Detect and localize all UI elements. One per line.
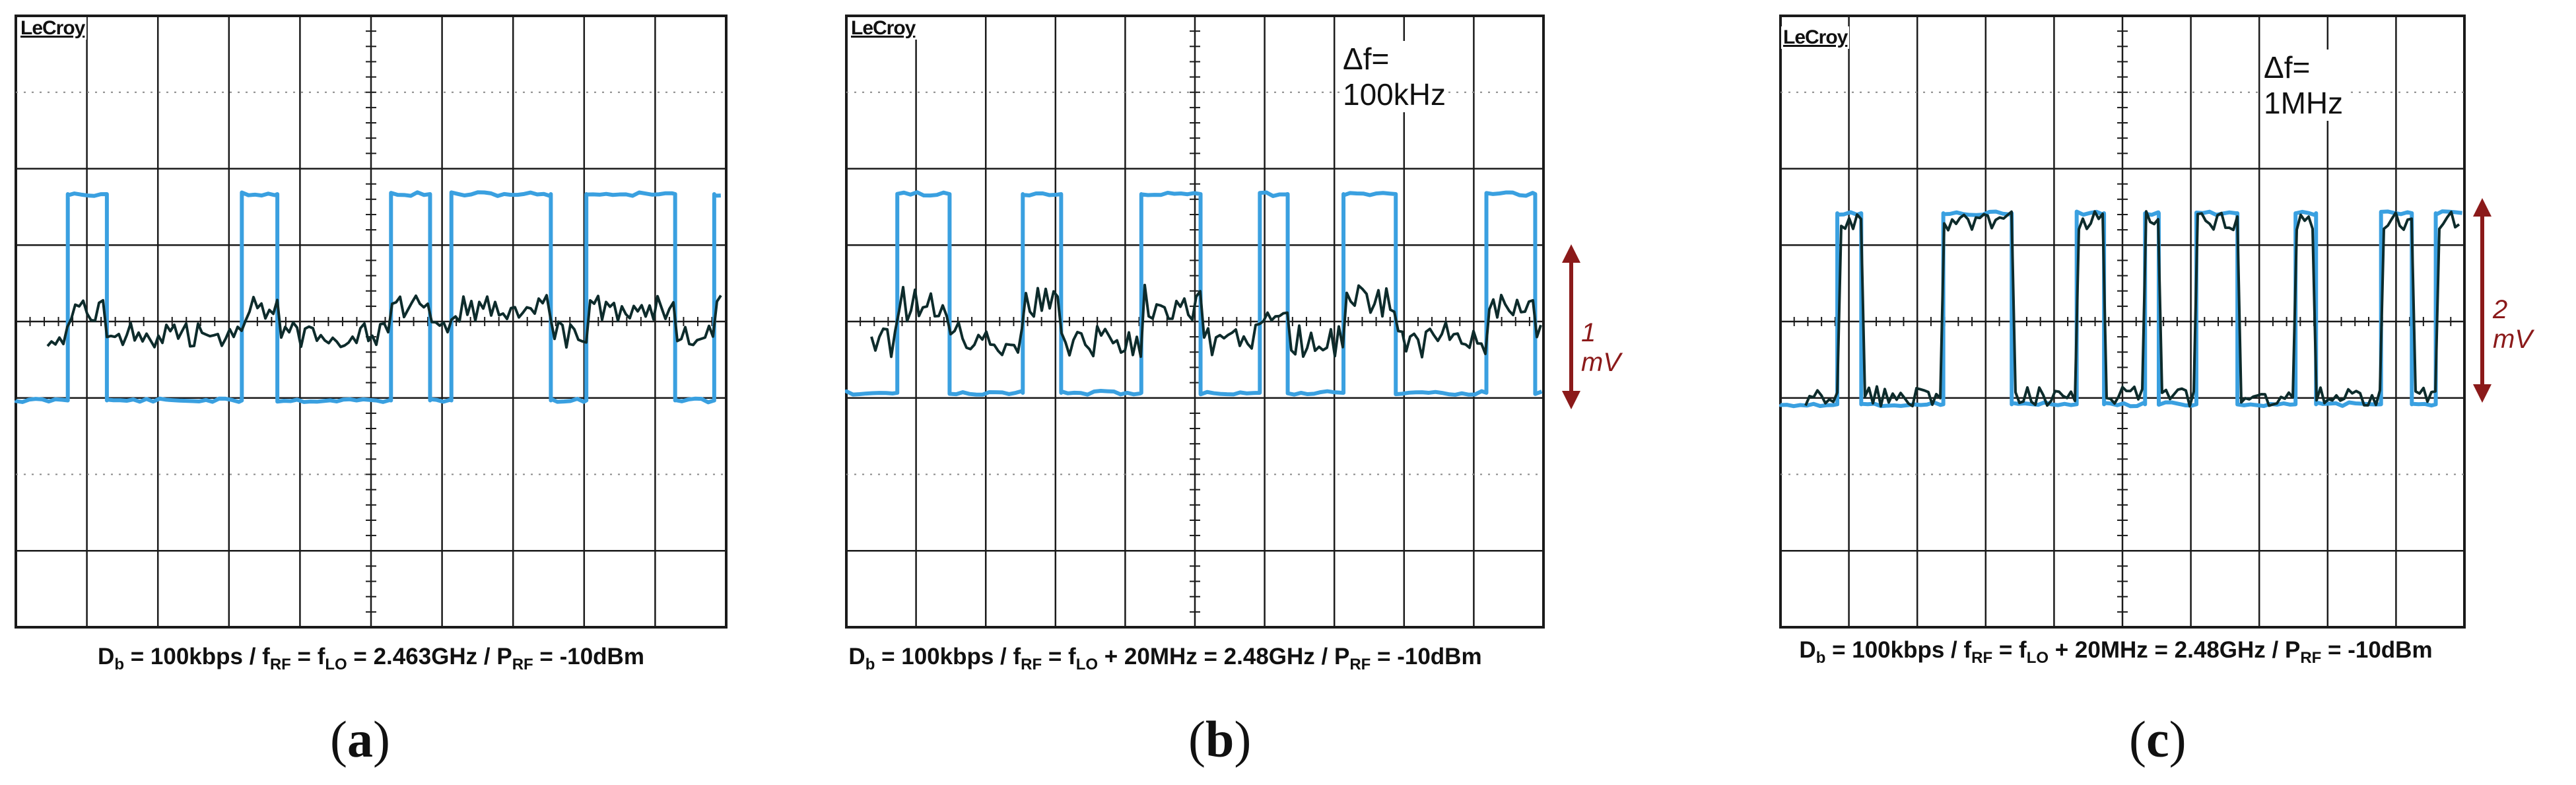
brand-logo-b: LeCroy [849,17,918,40]
caption-a: Db = 100kbps / fRF = fLO = 2.463GHz / PR… [98,644,644,673]
panel-label-c: (c) [2129,710,2186,768]
scope-grid-b [845,15,1545,629]
double-arrow-icon-c [2473,198,2491,403]
caption-c: Db = 100kbps / fRF = fLO + 20MHz = 2.48G… [1799,637,2433,667]
panel-label-b: (b) [1188,710,1252,768]
brand-logo-c: LeCroy [1781,26,1850,49]
panel-label-a: (a) [330,710,390,768]
amplitude-label-c: 2 mV [2493,295,2532,354]
oscilloscope-screen-c [1779,15,2466,629]
delta-f-label-c: Δf= 1MHz [2261,50,2346,121]
delta-f-label-b: Δf= 100kHz [1340,41,1448,112]
double-arrow-icon-b [1562,244,1580,409]
amplitude-label-b: 1 mV [1581,318,1621,377]
scope-grid-a [15,15,728,629]
oscilloscope-screen-a [15,15,728,629]
scope-grid-c [1779,15,2466,629]
caption-b: Db = 100kbps / fRF = fLO + 20MHz = 2.48G… [848,644,1482,673]
brand-logo-a: LeCroy [18,17,87,40]
oscilloscope-screen-b [845,15,1545,629]
